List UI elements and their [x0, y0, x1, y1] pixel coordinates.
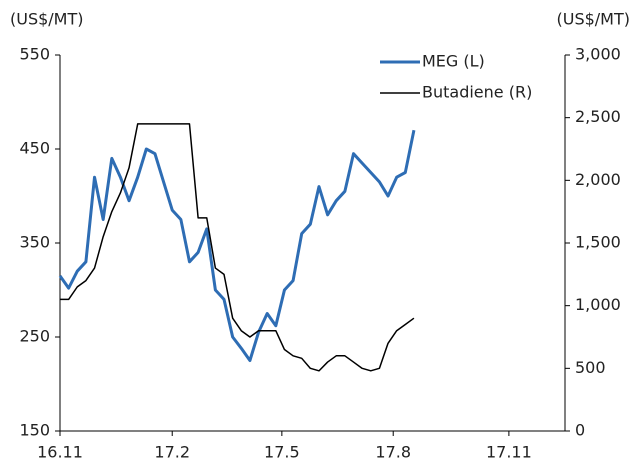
legend-label: MEG (L) — [422, 52, 485, 71]
series-line — [60, 123, 415, 372]
y2-tick-label: 0 — [575, 421, 585, 440]
y2-tick-label: 1,000 — [575, 295, 621, 314]
x-tick-label: 17.8 — [375, 443, 411, 462]
y-tick-label: 350 — [19, 233, 50, 252]
y-tick-label: 450 — [19, 139, 50, 158]
y-axis-label: (US$/MT) — [10, 10, 84, 29]
x-tick-label: 17.2 — [154, 443, 190, 462]
y2-tick-label: 3,000 — [575, 45, 621, 64]
y2-axis-label: (US$/MT) — [557, 10, 631, 29]
y2-tick-label: 2,000 — [575, 170, 621, 189]
x-tick-label: 17.11 — [486, 443, 532, 462]
y2-tick-label: 2,500 — [575, 107, 621, 126]
legend-label: Butadiene (R) — [422, 83, 532, 102]
y-tick-label: 550 — [19, 45, 50, 64]
y-tick-label: 150 — [19, 421, 50, 440]
y2-tick-label: 500 — [575, 358, 606, 377]
y-tick-label: 250 — [19, 327, 50, 346]
y2-tick-label: 1,500 — [575, 233, 621, 252]
series-line — [58, 129, 416, 362]
x-tick-label: 16.11 — [37, 443, 83, 462]
x-tick-label: 17.5 — [264, 443, 300, 462]
